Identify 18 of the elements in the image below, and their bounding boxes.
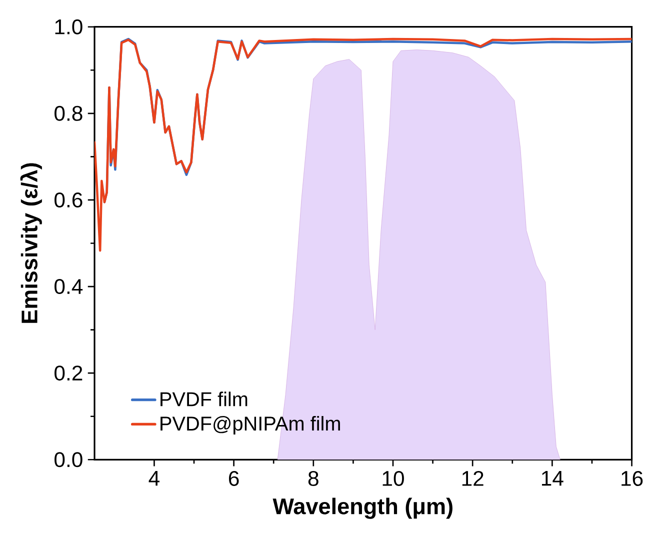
y-axis-title: Emissivity (ε/λ) — [20, 163, 42, 323]
line-series — [94, 38, 632, 252]
x-tick-label: 4 — [148, 470, 160, 486]
legend-label: PVDF@pNIPAm film — [160, 416, 340, 434]
x-tick-label: 12 — [462, 470, 484, 486]
y-tick-label: 0.4 — [54, 278, 83, 294]
x-tick-label: 10 — [382, 470, 404, 486]
y-tick-label: 0.6 — [54, 192, 82, 208]
x-tick-label: 6 — [228, 470, 239, 486]
x-tick-label: 16 — [622, 470, 643, 486]
legend-label: PVDF film — [160, 392, 248, 406]
y-tick-label: 0.8 — [54, 106, 82, 121]
y-tick-label: 0.2 — [54, 365, 82, 380]
x-axis-title: Wavelength (μm) — [272, 498, 452, 519]
x-tick-label: 8 — [308, 470, 318, 486]
y-tick-label: 0.0 — [54, 452, 82, 468]
x-tick-label: 14 — [542, 470, 564, 486]
y-tick-label: 1.0 — [55, 19, 82, 34]
